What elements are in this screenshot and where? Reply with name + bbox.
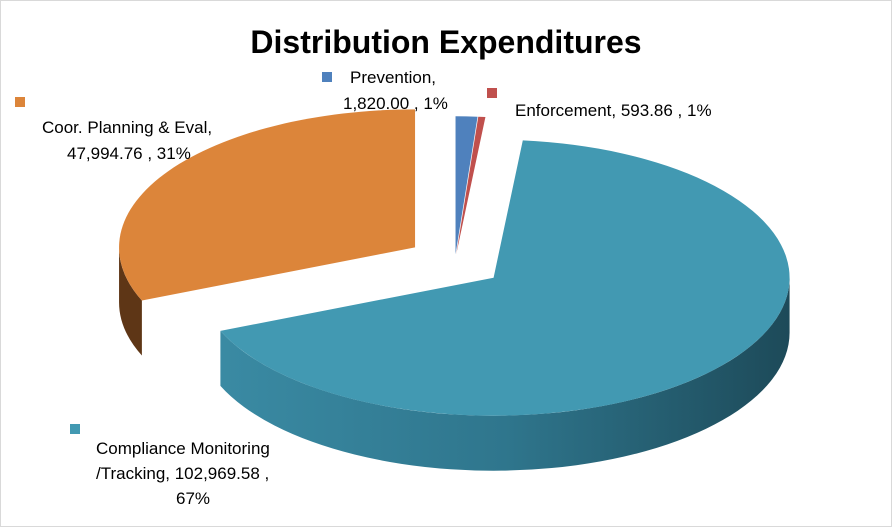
coor-planning-label-line1: Coor. Planning & Eval,: [42, 118, 213, 137]
coor-planning-slice: [119, 109, 416, 301]
compliance-slice: [220, 140, 790, 416]
enforcement-swatch: [487, 88, 497, 98]
prevention-label-line1: Prevention,: [350, 68, 436, 87]
compliance-label-line3: 67%: [176, 489, 211, 508]
coor-planning-swatch: [15, 97, 25, 107]
compliance-label-line1: Compliance Monitoring: [96, 439, 270, 458]
compliance-label-line2: /Tracking, 102,969.58 ,: [96, 464, 270, 483]
coor-planning-label-line2: 47,994.76 , 31%: [67, 144, 191, 163]
enforcement-label: Enforcement, 593.86 , 1%: [515, 101, 712, 120]
prevention-label-line2: 1,820.00 , 1%: [343, 94, 448, 113]
enforcement-slice: [456, 116, 486, 255]
compliance-swatch: [70, 424, 80, 434]
chart-title: Distribution Expenditures: [250, 24, 642, 60]
coor-planning-slice-side: [119, 247, 142, 356]
compliance-slice-side: [220, 277, 790, 471]
prevention-slice: [455, 116, 478, 255]
prevention-swatch: [322, 72, 332, 82]
